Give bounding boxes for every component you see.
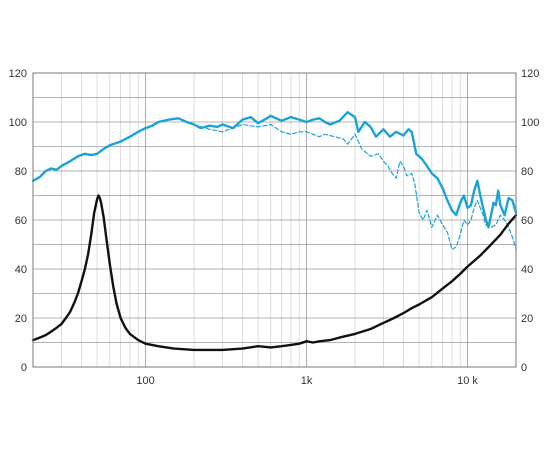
chart-series <box>31 111 518 352</box>
y-tick-label-right: 100 <box>521 117 539 129</box>
plot-frame <box>32 72 517 368</box>
chart-tick-labels: 0 0 20 20 40 40 60 60 80 80 100 100 120 120 100 1k 10 k <box>9 68 540 387</box>
y-tick-label-left: 0 <box>21 362 27 374</box>
y-tick-label-right: 0 <box>521 362 527 374</box>
y-tick-label-left: 120 <box>9 68 27 80</box>
x-tick-label: 100 <box>136 375 154 387</box>
y-tick-label-left: 20 <box>15 313 27 325</box>
y-tick-label-left: 100 <box>9 117 27 129</box>
series-line-3 <box>31 194 518 352</box>
y-tick-label-right: 60 <box>521 215 533 227</box>
x-tick-label: 1k <box>301 375 313 387</box>
y-tick-label-left: 40 <box>15 264 27 276</box>
y-tick-label-left: 80 <box>15 166 27 178</box>
series-line-2 <box>193 123 517 250</box>
x-tick-label: 10 k <box>457 375 478 387</box>
y-tick-label-right: 80 <box>521 166 533 178</box>
y-tick-label-right: 20 <box>521 313 533 325</box>
y-tick-label-right: 40 <box>521 264 533 276</box>
y-tick-label-right: 120 <box>521 68 539 80</box>
series-line-1 <box>31 111 518 229</box>
y-tick-label-left: 60 <box>15 215 27 227</box>
